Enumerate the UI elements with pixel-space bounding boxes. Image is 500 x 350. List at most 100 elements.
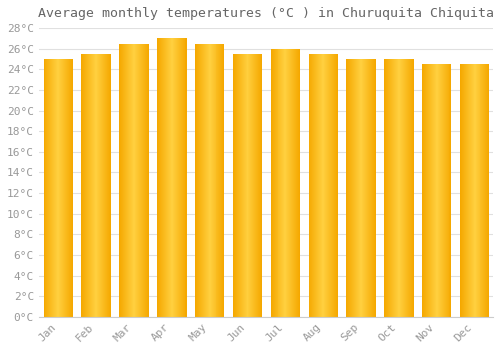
Bar	[366, 59, 367, 317]
Bar	[446, 64, 448, 317]
Bar	[294, 49, 295, 317]
Bar	[109, 54, 110, 317]
Bar	[172, 38, 173, 317]
Bar	[84, 54, 86, 317]
Bar	[102, 54, 103, 317]
Bar	[386, 59, 387, 317]
Bar	[360, 59, 361, 317]
Bar	[363, 59, 364, 317]
Bar	[333, 54, 334, 317]
Bar	[430, 64, 431, 317]
Bar	[429, 64, 430, 317]
Bar	[389, 59, 390, 317]
Bar	[359, 59, 360, 317]
Bar	[235, 54, 236, 317]
Bar	[125, 43, 126, 317]
Bar	[260, 54, 261, 317]
Bar	[124, 43, 125, 317]
Bar	[236, 54, 238, 317]
Bar	[375, 59, 376, 317]
Bar	[298, 49, 299, 317]
Bar	[397, 59, 398, 317]
Bar	[248, 54, 250, 317]
Bar	[120, 43, 121, 317]
Bar	[484, 64, 486, 317]
Bar	[107, 54, 108, 317]
Bar	[327, 54, 328, 317]
Bar	[195, 43, 196, 317]
Bar	[164, 38, 165, 317]
Bar	[89, 54, 90, 317]
Bar	[368, 59, 369, 317]
Bar	[486, 64, 488, 317]
Title: Average monthly temperatures (°C ) in Churuquita Chiquita: Average monthly temperatures (°C ) in Ch…	[38, 7, 494, 20]
Bar	[162, 38, 163, 317]
Bar	[466, 64, 467, 317]
Bar	[284, 49, 286, 317]
Bar	[108, 54, 109, 317]
Bar	[308, 54, 310, 317]
Bar	[173, 38, 174, 317]
Bar	[197, 43, 198, 317]
Bar	[425, 64, 426, 317]
Bar	[133, 43, 134, 317]
Bar	[258, 54, 260, 317]
Bar	[66, 59, 67, 317]
Bar	[176, 38, 178, 317]
Bar	[406, 59, 408, 317]
Bar	[402, 59, 403, 317]
Bar	[130, 43, 131, 317]
Bar	[144, 43, 146, 317]
Bar	[468, 64, 470, 317]
Bar	[96, 54, 97, 317]
Bar	[373, 59, 374, 317]
Bar	[178, 38, 180, 317]
Bar	[65, 59, 66, 317]
Bar	[135, 43, 136, 317]
Bar	[256, 54, 258, 317]
Bar	[401, 59, 402, 317]
Bar	[424, 64, 425, 317]
Bar	[119, 43, 120, 317]
Bar	[406, 59, 407, 317]
Bar	[329, 54, 330, 317]
Bar	[95, 54, 96, 317]
Bar	[163, 38, 164, 317]
Bar	[68, 59, 69, 317]
Bar	[321, 54, 322, 317]
Bar	[157, 38, 158, 317]
Bar	[437, 64, 438, 317]
Bar	[288, 49, 290, 317]
Bar	[310, 54, 312, 317]
Bar	[238, 54, 240, 317]
Bar	[105, 54, 106, 317]
Bar	[86, 54, 88, 317]
Bar	[334, 54, 335, 317]
Bar	[278, 49, 280, 317]
Bar	[250, 54, 252, 317]
Bar	[61, 59, 62, 317]
Bar	[141, 43, 142, 317]
Bar	[142, 43, 143, 317]
Bar	[69, 59, 70, 317]
Bar	[206, 43, 208, 317]
Bar	[142, 43, 144, 317]
Bar	[448, 64, 450, 317]
Bar	[94, 54, 95, 317]
Bar	[357, 59, 358, 317]
Bar	[214, 43, 216, 317]
Bar	[137, 43, 138, 317]
Bar	[123, 43, 124, 317]
Bar	[346, 59, 348, 317]
Bar	[320, 54, 322, 317]
Bar	[387, 59, 388, 317]
Bar	[60, 59, 61, 317]
Bar	[259, 54, 260, 317]
Bar	[182, 38, 184, 317]
Bar	[70, 59, 71, 317]
Bar	[171, 38, 172, 317]
Bar	[372, 59, 373, 317]
Bar	[438, 64, 440, 317]
Bar	[136, 43, 137, 317]
Bar	[312, 54, 314, 317]
